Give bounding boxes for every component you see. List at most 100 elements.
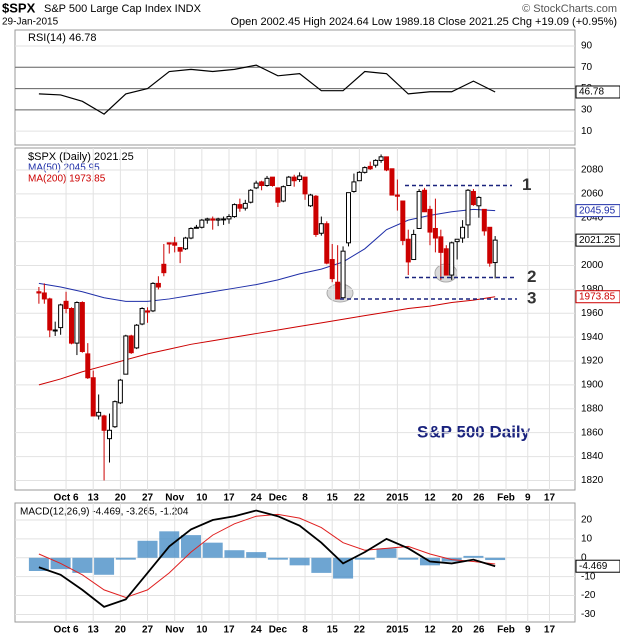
candle-body: [351, 181, 357, 192]
candle-body: [226, 216, 232, 220]
candle-body: [79, 302, 85, 352]
x-tick-label: Dec: [269, 625, 288, 636]
histogram-bar: [202, 542, 223, 558]
histogram-bar: [398, 557, 419, 560]
line: [38, 64, 496, 115]
candle-body: [411, 233, 417, 261]
credit: © StockCharts.com: [522, 3, 617, 15]
candle-body: [476, 196, 482, 207]
x-tick-label: 13: [88, 625, 100, 636]
histogram-bar: [289, 557, 310, 566]
y-tick-label: 2080: [581, 165, 604, 176]
x-tick-label: 9: [525, 625, 531, 636]
candle-body: [161, 263, 167, 274]
value-tag: [575, 290, 620, 304]
candle-body: [427, 208, 433, 233]
candle-body: [324, 223, 330, 264]
candle-body: [231, 204, 237, 218]
candle-body: [58, 304, 64, 329]
y-tick-label: 10: [581, 534, 593, 545]
candle-body: [465, 189, 471, 226]
x-tick-label: 17: [223, 493, 235, 504]
value-tag-label: 46.78: [579, 87, 604, 98]
x-tick-label: 27: [142, 625, 154, 636]
x-tick-label: 20: [115, 625, 127, 636]
x-tick-label: Oct 6: [54, 625, 79, 636]
macd-legend: MACD(12,26,9) -4.469, -3.265, -1.204: [20, 507, 189, 518]
candle-body: [449, 242, 455, 276]
candle-body: [193, 226, 199, 229]
histogram-bar: [333, 557, 354, 579]
candle-body: [307, 194, 313, 207]
date: 29-Jan-2015: [2, 17, 59, 28]
line: [38, 296, 496, 386]
candle-body: [188, 227, 194, 239]
candle-body: [215, 218, 221, 221]
candle-body: [139, 307, 145, 325]
y-tick-label: 1980: [581, 284, 604, 295]
ma50-legend: MA(50) 2045.95: [28, 163, 100, 174]
candle-body: [107, 429, 113, 440]
candle-body: [242, 202, 248, 209]
line: [38, 208, 496, 302]
quote: Open 2002.45 High 2024.64 Low 1989.18 Cl…: [230, 16, 617, 28]
histogram-bar: [463, 555, 484, 558]
candle-body: [297, 175, 303, 181]
y-tick-label: 70: [581, 62, 593, 73]
histogram-bar: [137, 540, 158, 558]
candle-body: [52, 329, 58, 332]
value-tag-label: 1973.85: [579, 291, 616, 302]
x-tick-label: 17: [544, 493, 556, 504]
line: [38, 509, 496, 608]
x-tick-label: 8: [302, 493, 308, 504]
candle-body: [416, 190, 422, 229]
x-tick-label: 24: [251, 493, 263, 504]
y-tick-label: 1960: [581, 308, 604, 319]
candle-body: [422, 189, 428, 213]
y-tick-label: -20: [581, 590, 596, 601]
histogram-bar: [267, 557, 288, 560]
value-tag: [575, 204, 620, 218]
y-tick-label: 30: [581, 105, 593, 116]
candle-body: [172, 242, 178, 246]
y-tick-label: 90: [581, 41, 593, 52]
candle-body: [128, 335, 134, 354]
value-tag-label: 2045.95: [579, 205, 616, 216]
x-tick-label: Feb: [497, 493, 515, 504]
x-tick-label: 12: [424, 625, 436, 636]
candle-body: [302, 176, 308, 195]
x-tick-label: 20: [115, 493, 127, 504]
candle-body: [318, 223, 324, 234]
y-tick-label: 2000: [581, 260, 604, 271]
candle-body: [373, 159, 379, 166]
x-tick-label: 24: [251, 625, 263, 636]
candle-body: [112, 401, 118, 428]
x-tick-label: 17: [544, 625, 556, 636]
y-tick-label: 1900: [581, 380, 604, 391]
candle-body: [362, 167, 368, 173]
rsi-frame: [14, 29, 576, 146]
x-tick-label: Nov: [165, 625, 184, 636]
candle-body: [145, 310, 151, 313]
candle-body: [221, 218, 227, 221]
candle-body: [367, 165, 373, 170]
candle-body: [394, 194, 400, 197]
candle-body: [313, 195, 319, 235]
candle-body: [264, 177, 270, 186]
candle-body: [253, 182, 259, 189]
candle-body: [378, 156, 384, 161]
candle-body: [346, 192, 352, 244]
histogram-bar: [354, 557, 375, 560]
macd-frame: [14, 502, 576, 623]
x-tick-label: 22: [354, 625, 366, 636]
candle-body: [210, 218, 216, 221]
y-tick-label: 1940: [581, 332, 604, 343]
candle-body: [432, 227, 438, 239]
candle-body: [269, 176, 275, 186]
y-tick-label: 10: [581, 126, 593, 137]
x-tick-label: 20: [452, 625, 464, 636]
annotation: S&P 500 Daily: [417, 422, 531, 441]
histogram-bar: [311, 557, 332, 573]
x-tick-label: 20: [452, 493, 464, 504]
